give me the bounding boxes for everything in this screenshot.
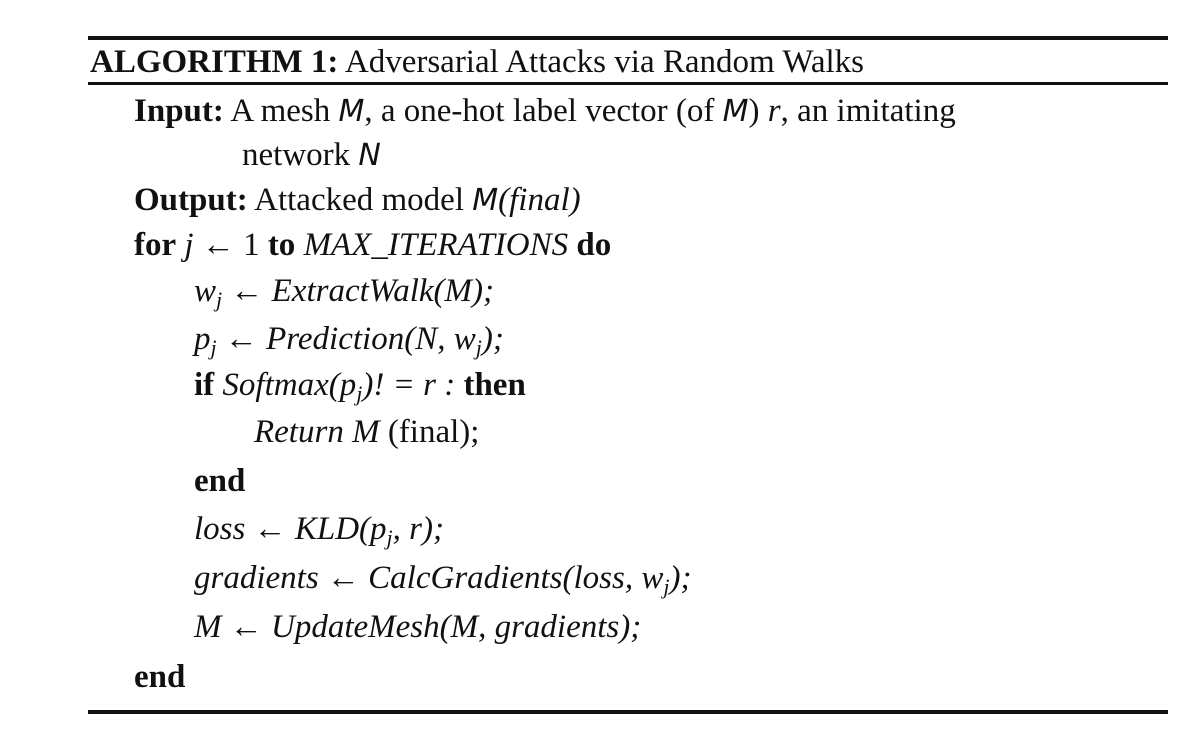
subscript: j — [386, 525, 393, 550]
prediction-expr-end: ); — [481, 321, 504, 357]
input-keyword: Input: — [134, 93, 224, 129]
update-mesh-line: M ← UpdateMesh(M, gradients); — [194, 606, 641, 648]
assign-arrow: ← 1 — [193, 227, 268, 263]
input-text: ) — [748, 93, 760, 129]
output-text: Attacked model — [254, 182, 464, 218]
subscript: j — [663, 574, 670, 599]
mesh-symbol: M — [472, 183, 499, 218]
walk-var: w — [194, 273, 217, 309]
bottom-rule — [88, 710, 1168, 714]
input-continuation: network N — [242, 134, 381, 177]
mesh-symbol: M — [338, 94, 365, 129]
then-keyword: then — [463, 367, 526, 403]
to-keyword: to — [267, 227, 296, 263]
label-symbol: r — [767, 93, 781, 129]
subscript: j — [356, 381, 363, 406]
subscript: j — [216, 287, 223, 312]
pred-var: p — [194, 321, 211, 357]
softmax-expr-end: )! = r : — [362, 367, 456, 403]
prediction-expr: ← Prediction(N, w — [216, 321, 476, 357]
input-text: network — [242, 137, 351, 173]
if-line: if Softmax(pj)! = r : then — [194, 364, 526, 406]
return-tail: (final); — [387, 414, 480, 450]
output-line: Output: Attacked model M(final) — [134, 179, 581, 222]
gradients-expr: gradients ← CalcGradients(loss, w — [194, 560, 664, 596]
do-keyword: do — [576, 227, 612, 263]
algorithm-title: ALGORITHM 1: Adversarial Attacks via Ran… — [90, 41, 864, 83]
loss-expr: loss ← KLD(p — [194, 511, 387, 547]
end-if: end — [194, 463, 246, 499]
input-text: , an imitating — [780, 93, 956, 129]
for-line: for j ← 1 to MAX_ITERATIONS do — [134, 224, 611, 266]
algorithm-title-text: Adversarial Attacks via Random Walks — [344, 44, 864, 80]
output-expr: (final) — [498, 182, 581, 218]
return-line: Return M (final); — [254, 411, 479, 453]
header-rule — [88, 82, 1168, 85]
end-for: end — [134, 659, 186, 695]
return-expr: Return M — [254, 414, 380, 450]
top-rule — [88, 36, 1168, 40]
gradients-line: gradients ← CalcGradients(loss, wj); — [194, 557, 691, 599]
output-keyword: Output: — [134, 182, 248, 218]
algorithm-heading: ALGORITHM 1: — [90, 44, 339, 80]
if-keyword: if — [194, 367, 215, 403]
loop-var: j — [184, 227, 194, 263]
prediction-line: pj ← Prediction(N, wj); — [194, 318, 504, 360]
extract-walk-line: wj ← ExtractWalk(M); — [194, 270, 494, 312]
input-text: A mesh — [230, 93, 331, 129]
softmax-expr: Softmax(p — [222, 367, 357, 403]
mesh-symbol: M — [722, 94, 749, 129]
loss-expr-end: , r); — [392, 511, 444, 547]
input-line: Input: A mesh M, a one-hot label vector … — [134, 90, 956, 133]
update-mesh-expr: M ← UpdateMesh(M, gradients); — [194, 609, 642, 645]
network-symbol: N — [358, 138, 381, 173]
subscript: j — [475, 335, 482, 360]
max-iterations: MAX_ITERATIONS — [303, 227, 569, 263]
input-text: , a one-hot label vector (of — [364, 93, 715, 129]
gradients-expr-end: ); — [669, 560, 692, 596]
loss-line: loss ← KLD(pj, r); — [194, 508, 444, 550]
for-keyword: for — [134, 227, 177, 263]
extract-walk-expr: ← ExtractWalk(M); — [222, 273, 495, 309]
subscript: j — [210, 335, 217, 360]
